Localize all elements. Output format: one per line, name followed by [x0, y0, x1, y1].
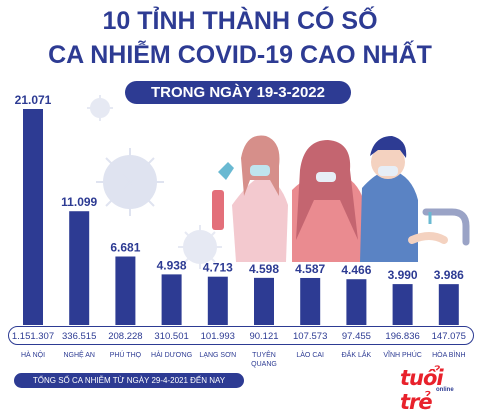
- bar-10: [438, 284, 459, 325]
- total-label-9: 196.836: [385, 331, 419, 342]
- category-label-10: HÒA BÌNH: [432, 350, 465, 359]
- logo-sub: online: [436, 387, 454, 393]
- bar-8: [346, 279, 367, 325]
- category-label-7: LÀO CAI: [296, 350, 324, 359]
- chart-subtitle: TRONG NGÀY 19-3-2022: [125, 81, 351, 104]
- category-label-5: LẠNG SƠN: [199, 352, 236, 359]
- category-label-6-line-2: QUANG: [251, 361, 277, 368]
- value-label-9: 3.990: [388, 268, 418, 282]
- bar-3: [115, 256, 136, 325]
- value-label-8: 4.466: [341, 263, 371, 277]
- total-label-4: 310.501: [154, 331, 188, 342]
- value-label-10: 3.986: [434, 268, 464, 282]
- bar-6: [254, 277, 274, 325]
- category-label-8: ĐẮK LẮK: [342, 350, 372, 359]
- total-label-8: 97.455: [342, 331, 371, 342]
- total-label-2: 336.515: [62, 331, 96, 342]
- total-label-5: 101.993: [201, 331, 235, 342]
- virus-icon-small: [178, 225, 222, 269]
- value-label-2: 11.099: [61, 195, 97, 209]
- footnote: TỔNG SỐ CA NHIỄM TỪ NGÀY 29-4-2021 ĐẾN N…: [14, 373, 244, 388]
- category-label-4: HẢI DƯƠNG: [151, 350, 192, 359]
- chart-title-line2: CA NHIỄM COVID-19 CAO NHẤT: [48, 41, 432, 69]
- category-label-9: VĨNH PHÚC: [383, 350, 422, 359]
- virus-icon-large: [96, 148, 164, 216]
- bar-5: [207, 276, 228, 325]
- bar-9: [392, 284, 413, 325]
- bar-2: [69, 211, 90, 325]
- woman-with-long-hair-figure: [292, 140, 364, 262]
- tuoi-tre-logo: tuổi trẻ online: [400, 366, 472, 414]
- value-label-1: 21.071: [15, 93, 52, 107]
- value-label-3: 6.681: [110, 241, 140, 255]
- total-label-7: 107.573: [293, 331, 327, 342]
- category-label-1: HÀ NỘI: [21, 350, 45, 359]
- chart-title-line1: 10 TỈNH THÀNH CÓ SỐ: [102, 7, 378, 35]
- bar-7: [300, 277, 321, 325]
- category-label-6-line-1: TUYÊN: [252, 350, 276, 359]
- category-label-2: NGHỆ AN: [63, 350, 95, 359]
- value-label-5: 4.713: [203, 261, 233, 275]
- woman-with-spray-figure: [212, 135, 288, 262]
- value-label-6: 4.598: [249, 262, 279, 276]
- total-label-1: 1.151.307: [12, 331, 54, 342]
- total-label-3: 208.228: [108, 331, 142, 342]
- man-washing-hands-figure: [360, 136, 470, 262]
- virus-icon-mini: [87, 95, 113, 121]
- value-label-4: 4.938: [157, 258, 187, 272]
- total-label-10: 147.075: [432, 331, 466, 342]
- bar-4: [161, 274, 182, 325]
- total-label-6: 90.121: [249, 331, 278, 342]
- value-label-7: 4.587: [295, 262, 325, 276]
- totals-baseline: [8, 326, 474, 345]
- bar-1: [23, 109, 43, 325]
- category-label-3: PHÚ THỌ: [110, 350, 142, 359]
